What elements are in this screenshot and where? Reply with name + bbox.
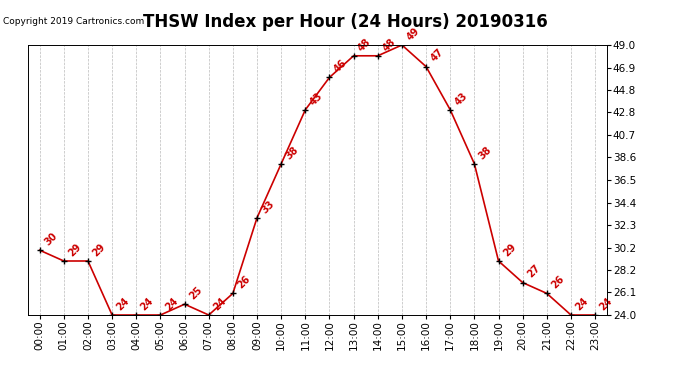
Text: 24: 24	[574, 296, 591, 312]
Text: 24: 24	[115, 296, 132, 312]
Text: Copyright 2019 Cartronics.com: Copyright 2019 Cartronics.com	[3, 17, 145, 26]
Text: 24: 24	[598, 296, 615, 312]
Text: 38: 38	[477, 144, 494, 161]
Text: THSW Index per Hour (24 Hours) 20190316: THSW Index per Hour (24 Hours) 20190316	[143, 13, 547, 31]
Text: 29: 29	[67, 242, 83, 258]
Text: 46: 46	[333, 58, 349, 75]
Text: 24: 24	[139, 296, 156, 312]
Text: 43: 43	[308, 90, 325, 107]
Text: 38: 38	[284, 144, 301, 161]
Text: 29: 29	[502, 242, 518, 258]
Text: 30: 30	[43, 231, 59, 248]
Text: 26: 26	[550, 274, 566, 291]
Text: THSW  (°F): THSW (°F)	[558, 30, 618, 40]
Text: 47: 47	[429, 47, 446, 64]
Text: 25: 25	[188, 285, 204, 302]
Text: 49: 49	[405, 26, 422, 42]
Text: 48: 48	[381, 36, 397, 53]
Text: 33: 33	[260, 198, 277, 215]
Text: 29: 29	[91, 242, 108, 258]
Text: 43: 43	[453, 90, 470, 107]
Text: 48: 48	[357, 36, 373, 53]
Text: 26: 26	[236, 274, 253, 291]
Text: 27: 27	[526, 263, 542, 280]
Text: 24: 24	[164, 296, 180, 312]
Text: 24: 24	[212, 296, 228, 312]
